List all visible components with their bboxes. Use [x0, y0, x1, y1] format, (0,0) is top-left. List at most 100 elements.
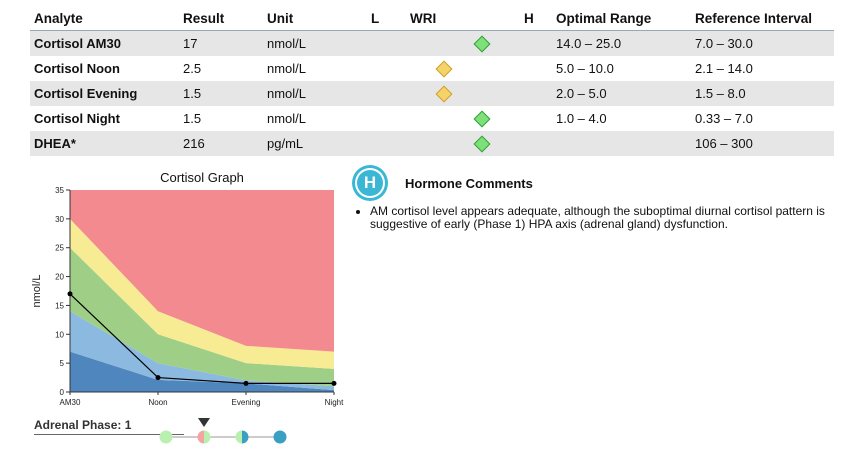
reference-interval-value: 7.0 – 30.0	[691, 30, 834, 56]
high-cell	[520, 30, 552, 56]
wri-cell	[406, 81, 520, 106]
phase-pointer-icon	[198, 418, 210, 427]
analyte-name: Cortisol Night	[34, 111, 120, 126]
y-tick-label: 35	[55, 186, 64, 195]
hormone-comments-icon: H	[355, 168, 385, 198]
table-header-row: Analyte Result Unit L WRI H Optimal Rang…	[30, 6, 834, 31]
table-row: Cortisol Noon 2.5 nmol/L 5.0 – 10.0 2.1 …	[30, 56, 834, 81]
cortisol-data-point	[155, 375, 161, 381]
header-optimal-range: Optimal Range	[556, 10, 652, 26]
adrenal-phase-scale	[159, 418, 287, 444]
header-reference-interval: Reference Interval	[695, 10, 813, 26]
range-band-0	[70, 351, 334, 392]
reference-interval-value: 2.1 – 14.0	[695, 61, 753, 76]
result-value: 17	[179, 30, 263, 56]
header-unit: Unit	[267, 10, 294, 26]
phase-marker-left-half	[273, 430, 280, 444]
phase-marker-right-half	[242, 430, 249, 444]
analyte-name: Cortisol AM30	[30, 30, 179, 56]
x-tick-label: Evening	[232, 398, 261, 407]
y-tick-label: 25	[55, 244, 64, 253]
hormone-comments-title: Hormone Comments	[405, 176, 533, 191]
low-cell	[367, 131, 406, 156]
wri-yellow-diamond-icon	[435, 60, 453, 78]
wri-green-diamond-icon	[473, 135, 491, 153]
low-cell	[367, 30, 406, 56]
comment-item: AM cortisol level appears adequate, alth…	[370, 205, 850, 231]
x-tick-label: Night	[325, 398, 344, 407]
reference-interval-value: 1.5 – 8.0	[691, 81, 834, 106]
header-high: H	[524, 10, 534, 26]
header-low: L	[371, 10, 380, 26]
cortisol-data-point	[243, 380, 249, 386]
adrenal-phase-label: Adrenal Phase: 1	[34, 418, 132, 432]
wri-cell	[406, 131, 520, 156]
reference-interval-value: 106 – 300	[691, 131, 834, 156]
header-analyte: Analyte	[34, 10, 83, 26]
high-cell	[520, 81, 552, 106]
optimal-range-value: 1.0 – 4.0	[556, 111, 607, 126]
result-value: 216	[179, 131, 263, 156]
wri-yellow-diamond-icon	[435, 85, 453, 103]
wri-cell	[406, 106, 520, 131]
wri-cell	[406, 56, 520, 81]
high-cell	[520, 106, 552, 131]
header-wri: WRI	[410, 10, 437, 26]
cortisol-graph-title: Cortisol Graph	[160, 170, 244, 185]
table-row: DHEA* 216 pg/mL 106 – 300	[30, 131, 834, 156]
phase-marker-left-half	[197, 430, 204, 444]
range-band-3	[70, 218, 334, 369]
header-result: Result	[183, 10, 225, 26]
phase-marker-left-half	[159, 430, 166, 444]
wri-green-diamond-icon	[473, 110, 491, 128]
y-tick-label: 0	[60, 388, 65, 397]
low-cell	[367, 56, 406, 81]
cortisol-graph: 0 5 10 15 20 25 30 35 AM30 Noon Evening Night nmol/L	[31, 186, 344, 407]
range-band-2	[70, 247, 334, 387]
y-tick-label: 10	[55, 330, 64, 339]
unit-value: nmol/L	[267, 111, 307, 126]
y-tick-label: 20	[55, 273, 64, 282]
high-cell	[520, 131, 552, 156]
y-tick-label: 15	[55, 301, 64, 310]
phase-marker-right-half	[204, 430, 211, 444]
unit-value: nmol/L	[263, 81, 367, 106]
results-table: Analyte Result Unit L WRI H Optimal Rang…	[30, 6, 834, 156]
hormone-comments-list: AM cortisol level appears adequate, alth…	[352, 205, 850, 231]
result-value: 1.5	[179, 81, 263, 106]
y-axis-label: nmol/L	[31, 274, 43, 307]
cortisol-series-line	[69, 293, 334, 384]
analyte-name: DHEA*	[30, 131, 179, 156]
result-value: 1.5	[183, 111, 202, 126]
reference-interval-value: 0.33 – 7.0	[695, 111, 753, 126]
optimal-range-value: 2.0 – 5.0	[552, 81, 691, 106]
analyte-name: Cortisol Noon	[34, 61, 120, 76]
wri-cell	[406, 30, 520, 56]
low-cell	[367, 81, 406, 106]
adrenal-phase-underline	[34, 434, 184, 435]
result-value: 2.5	[183, 61, 202, 76]
high-cell	[520, 56, 552, 81]
unit-value: nmol/L	[267, 61, 307, 76]
x-tick-label: Noon	[148, 398, 167, 407]
cortisol-data-point	[331, 380, 337, 386]
wri-green-diamond-icon	[473, 35, 491, 53]
y-tick-label: 30	[55, 215, 64, 224]
phase-marker-right-half	[166, 430, 173, 444]
phase-marker-left-half	[235, 430, 242, 444]
range-band-1	[70, 311, 334, 391]
low-cell	[367, 106, 406, 131]
unit-value: nmol/L	[263, 30, 367, 56]
table-row: Cortisol Night 1.5 nmol/L 1.0 – 4.0 0.33…	[30, 106, 834, 131]
x-tick-label: AM30	[60, 398, 81, 407]
unit-value: pg/mL	[263, 131, 367, 156]
optimal-range-value: 5.0 – 10.0	[556, 61, 614, 76]
table-row: Cortisol AM30 17 nmol/L 14.0 – 25.0 7.0 …	[30, 30, 834, 56]
y-tick-label: 5	[60, 359, 65, 368]
analyte-name: Cortisol Evening	[30, 81, 179, 106]
range-band-4	[70, 190, 334, 352]
optimal-range-value	[552, 131, 691, 156]
table-row: Cortisol Evening 1.5 nmol/L 2.0 – 5.0 1.…	[30, 81, 834, 106]
optimal-range-value: 14.0 – 25.0	[552, 30, 691, 56]
cortisol-data-point	[67, 291, 73, 297]
